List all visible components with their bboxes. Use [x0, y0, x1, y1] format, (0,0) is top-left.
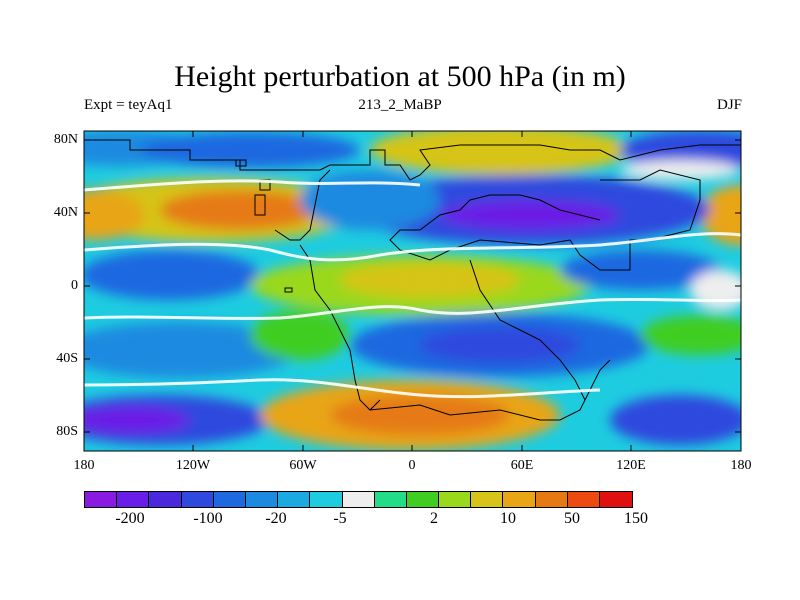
- colorbar-box: [600, 492, 633, 507]
- colorbar-label: 150: [624, 510, 648, 527]
- experiment-label: Expt = teyAq1: [84, 97, 173, 113]
- colorbar-box: [471, 492, 504, 507]
- colorbar-label: -5: [333, 510, 347, 527]
- lat-label-80n: 80N: [53, 132, 78, 147]
- colorbar-box: [567, 492, 600, 507]
- season-label: DJF: [716, 97, 742, 113]
- colorbar-box: [117, 492, 150, 507]
- colorbar-label: 50: [564, 510, 580, 527]
- colorbar-box: [406, 492, 440, 507]
- lon-label-0: 0: [408, 458, 416, 473]
- colorbar-box: [310, 492, 343, 507]
- colorbar-box: [181, 492, 214, 507]
- colorbar-box: [535, 492, 568, 507]
- colorbar-label: 10: [500, 510, 516, 527]
- colorbar-label: -100: [193, 510, 223, 527]
- lat-label-40n: 40N: [53, 205, 78, 220]
- lon-label-60w: 60W: [289, 458, 317, 473]
- lon-label-120e: 120E: [616, 458, 646, 473]
- lon-label-180w: 180: [73, 458, 95, 473]
- colorbar-box: [245, 492, 279, 507]
- run-label: 213_2_MaBP: [358, 97, 442, 113]
- lon-label-180e: 180: [730, 458, 752, 473]
- lat-label-80s: 80S: [56, 424, 78, 439]
- colorbar-label: 2: [430, 510, 438, 527]
- lat-label-0: 0: [71, 278, 78, 293]
- lat-label-40s: 40S: [56, 351, 78, 366]
- colorbar-box: [439, 492, 472, 507]
- colorbar-box: [149, 492, 182, 507]
- lon-label-60e: 60E: [510, 458, 534, 473]
- colorbar-box: [503, 492, 536, 507]
- colorbar-label: -200: [115, 510, 145, 527]
- axis-ticks: [84, 131, 741, 451]
- colorbar: [84, 491, 634, 508]
- colorbar-label: -20: [265, 510, 287, 527]
- colorbar-box: [374, 492, 407, 507]
- colorbar-box: [85, 492, 118, 507]
- colorbar-box: [342, 492, 375, 507]
- height-field: [84, 131, 741, 451]
- colorbar-box: [278, 492, 311, 507]
- plot-title: Height perturbation at 500 hPa (in m): [174, 60, 626, 93]
- colorbar-box: [213, 492, 246, 507]
- lon-label-120w: 120W: [175, 458, 211, 473]
